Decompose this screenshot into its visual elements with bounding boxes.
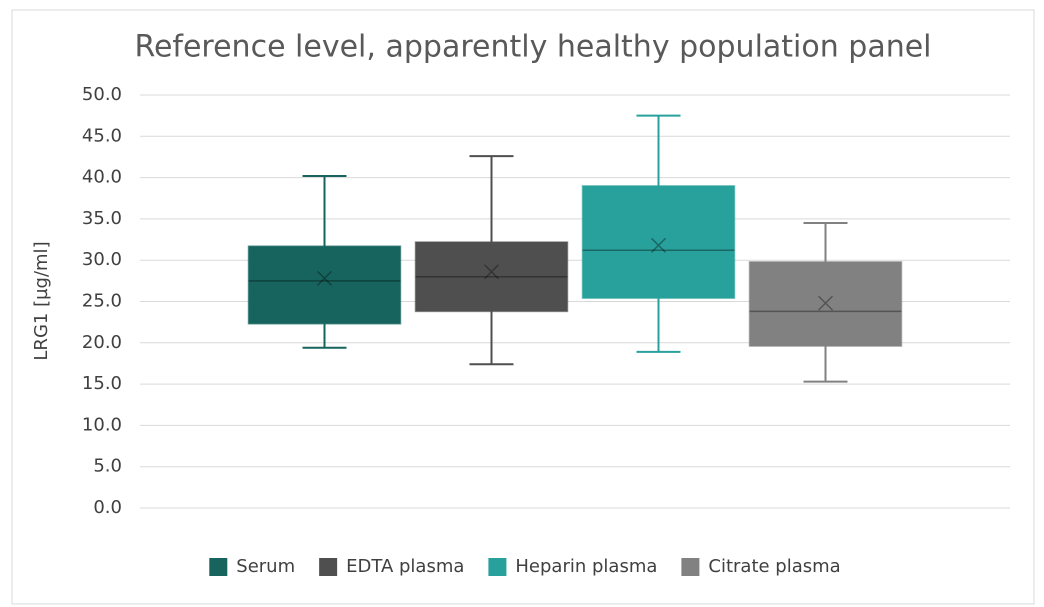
- mean-marker: [817, 295, 834, 311]
- y-tick-label: 10.0: [82, 414, 122, 435]
- y-axis-label: LRG1 [µg/ml]: [31, 241, 52, 360]
- box: [581, 185, 736, 299]
- box: [247, 245, 402, 325]
- y-tick-label: 50.0: [82, 84, 122, 105]
- legend-swatch: [488, 558, 507, 576]
- mean-marker: [316, 270, 333, 286]
- y-tick-label: 35.0: [82, 208, 122, 229]
- legend-label: Heparin plasma: [515, 556, 657, 577]
- legend-label: Citrate plasma: [708, 556, 840, 577]
- box: [748, 261, 903, 347]
- legend-swatch: [209, 558, 228, 576]
- legend-label: EDTA plasma: [346, 556, 464, 577]
- y-tick-label: 5.0: [93, 456, 122, 477]
- legend-swatch: [319, 558, 338, 576]
- y-tick-label: 0.0: [93, 497, 122, 518]
- box: [414, 241, 569, 313]
- mean-marker: [483, 264, 500, 280]
- y-tick-label: 25.0: [82, 291, 122, 312]
- y-tick-label: 45.0: [82, 125, 122, 146]
- y-tick-label: 40.0: [82, 167, 122, 188]
- y-tick-label: 30.0: [82, 249, 122, 270]
- legend-swatch: [681, 558, 700, 576]
- legend-label: Serum: [236, 556, 295, 577]
- y-tick-label: 15.0: [82, 373, 122, 394]
- chart-title: Reference level, apparently healthy popu…: [134, 30, 931, 65]
- mean-marker: [650, 237, 667, 253]
- y-tick-label: 20.0: [82, 332, 122, 353]
